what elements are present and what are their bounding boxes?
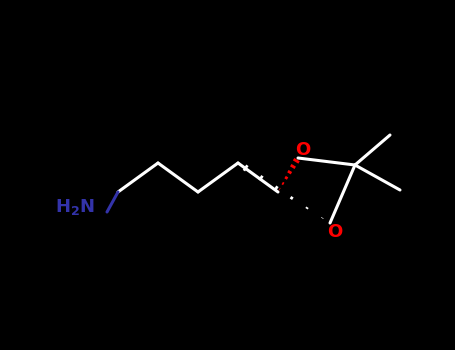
Text: $\mathregular{H_2N}$: $\mathregular{H_2N}$	[55, 197, 95, 217]
Text: O: O	[295, 141, 311, 159]
Text: O: O	[328, 223, 343, 241]
